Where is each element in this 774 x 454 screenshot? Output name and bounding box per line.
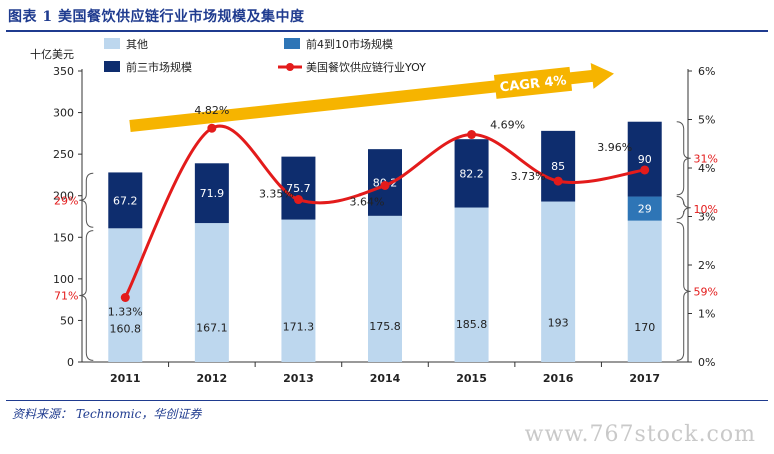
yoy-point xyxy=(293,195,303,205)
yoy-point xyxy=(467,130,477,140)
cagr-arrow xyxy=(129,63,614,132)
yoy-value-label: 3.96% xyxy=(597,141,632,154)
left-bottom-share-label: 71% xyxy=(54,289,78,302)
legend-label: 美国餐饮供应链行业YOY xyxy=(306,60,426,74)
right-tick-label: 3% xyxy=(698,211,715,224)
legend-swatch xyxy=(284,38,300,49)
legend-marker xyxy=(286,63,294,71)
left-tick-label: 350 xyxy=(53,65,74,78)
bar-value-label: 160.8 xyxy=(110,323,142,336)
yoy-line xyxy=(123,124,645,299)
yoy-point xyxy=(120,292,130,302)
bar-value-label: 67.2 xyxy=(113,194,138,207)
bar-value-label: 82.2 xyxy=(459,167,484,180)
bar-segment xyxy=(281,156,316,220)
right-bottom-share-label: 59% xyxy=(693,285,717,298)
bar-segment xyxy=(108,172,143,229)
cagr-badge-bg xyxy=(493,66,573,99)
right-bottom-bracket xyxy=(676,221,691,361)
bar-value-label: 75.7 xyxy=(286,182,311,195)
yoy-point xyxy=(207,123,217,133)
bar-segment xyxy=(368,215,402,362)
right-mid-share-label: 10% xyxy=(693,203,717,216)
left-top-bracket xyxy=(79,172,94,228)
watermark: www.767stock.com xyxy=(524,422,756,447)
legend-label: 前三市场规模 xyxy=(126,60,192,74)
bar-value-label: 175.8 xyxy=(369,320,401,333)
bar-segment xyxy=(281,219,316,362)
right-tick-label: 4% xyxy=(698,162,715,175)
right-top-share-label: 31% xyxy=(693,152,717,165)
left-top-share-label: 29% xyxy=(54,194,78,207)
bar-value-label: 170 xyxy=(634,321,655,334)
right-mid-bracket xyxy=(676,196,691,220)
yoy-value-label: 1.33% xyxy=(108,305,143,318)
x-tick-label: 2016 xyxy=(543,372,574,385)
right-top-bracket xyxy=(676,121,691,196)
yoy-point xyxy=(640,165,650,175)
left-axis-unit: 十亿美元 xyxy=(30,47,74,61)
legend-swatch xyxy=(104,38,120,49)
yoy-value-label: 4.69% xyxy=(490,119,525,132)
yoy-point xyxy=(553,176,563,186)
bar-segment xyxy=(454,207,489,362)
title-rule xyxy=(6,30,768,32)
x-tick-label: 2012 xyxy=(197,372,228,385)
bar-segment xyxy=(627,196,662,221)
bar-segment xyxy=(454,139,489,208)
bar-segment xyxy=(194,223,229,362)
bar-segment xyxy=(194,163,229,224)
bar-value-label: 193 xyxy=(548,317,569,330)
bar-segment xyxy=(627,121,662,197)
figure-title: 图表 1 美国餐饮供应链行业市场规模及集中度 xyxy=(8,9,305,25)
bar-value-label: 90 xyxy=(638,153,652,166)
x-tick-label: 2013 xyxy=(283,372,314,385)
yoy-value-label: 3.35% xyxy=(259,188,294,201)
cagr-badge: CAGR 4% xyxy=(493,66,573,99)
right-tick-label: 0% xyxy=(698,356,715,369)
bar-segment xyxy=(541,130,576,202)
bar-value-label: 85 xyxy=(551,160,565,173)
right-tick-label: 1% xyxy=(698,308,715,321)
yoy-value-label: 4.82% xyxy=(194,104,229,117)
x-tick-label: 2017 xyxy=(629,372,660,385)
legend-swatch xyxy=(104,61,120,72)
bar-value-label: 167.1 xyxy=(196,321,228,334)
yoy-point xyxy=(380,180,390,190)
legend-label: 其他 xyxy=(126,38,148,51)
x-tick-label: 2014 xyxy=(370,372,401,385)
bar-value-label: 29 xyxy=(638,203,652,216)
bar-value-label: 71.9 xyxy=(200,187,225,200)
left-tick-label: 150 xyxy=(53,231,74,244)
legend-label: 前4到10市场规模 xyxy=(306,37,393,51)
source-note: 资料来源： Technomic，华创证券 xyxy=(12,407,202,421)
left-tick-label: 250 xyxy=(53,148,74,161)
left-tick-label: 100 xyxy=(53,273,74,286)
bar-value-label: 185.8 xyxy=(456,318,488,331)
bar-value-label: 171.3 xyxy=(283,321,315,334)
market-size-chart: 0 50 100 150 200 250 300 350 十亿美元 0% 1% 2% 3% 4% 5% 6% 2… xyxy=(30,37,718,385)
cagr-label: CAGR 4% xyxy=(499,73,567,95)
x-tick-label: 2015 xyxy=(456,372,487,385)
left-tick-label: 50 xyxy=(60,314,74,327)
yoy-value-label: 3.73% xyxy=(511,170,546,183)
bar-segment xyxy=(541,201,576,362)
left-tick-label: 0 xyxy=(67,356,74,369)
source-rule xyxy=(6,400,768,401)
right-tick-label: 2% xyxy=(698,259,715,272)
right-tick-label: 6% xyxy=(698,65,715,78)
left-bottom-bracket xyxy=(79,230,94,361)
right-tick-label: 5% xyxy=(698,114,715,127)
left-tick-label: 200 xyxy=(53,190,74,203)
x-tick-label: 2011 xyxy=(110,372,141,385)
yoy-value-label: 3.64% xyxy=(350,195,385,208)
bar-segment xyxy=(627,220,662,362)
left-tick-label: 300 xyxy=(53,107,74,120)
